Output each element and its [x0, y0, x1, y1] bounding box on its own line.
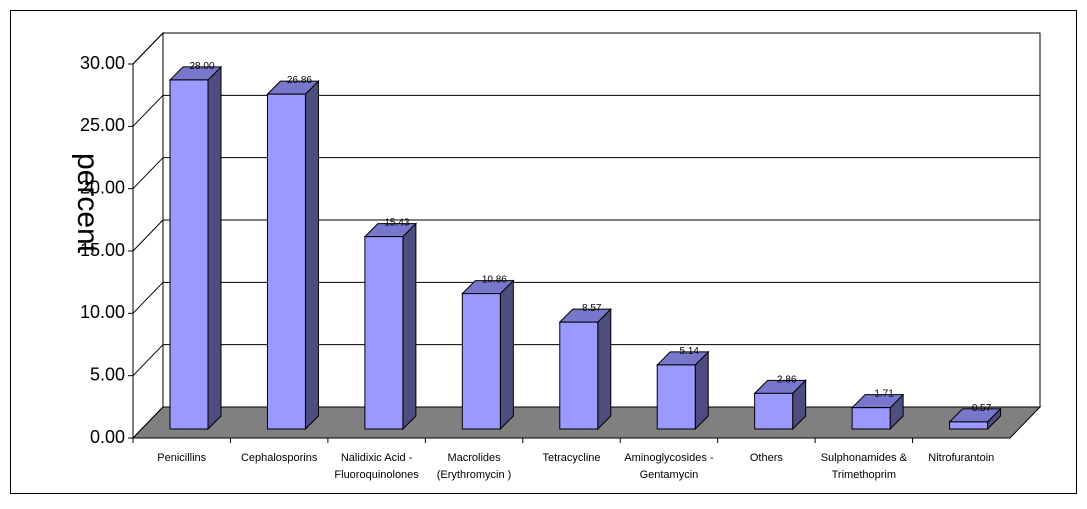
data-label: 0.57	[972, 403, 992, 414]
bar	[559, 321, 599, 430]
bar	[656, 364, 696, 430]
bar-side	[499, 279, 514, 431]
gridline-diagonal	[132, 94, 164, 127]
category-label: Cephalosporins	[241, 452, 318, 464]
category-label: Fluoroquinolones	[334, 469, 419, 481]
bar	[754, 392, 794, 430]
bar-side	[402, 222, 417, 431]
category-label: Gentamycin	[640, 469, 699, 481]
category-label: Trimethoprim	[832, 469, 896, 481]
y-tick-label: 10.00	[80, 302, 125, 322]
category-label: Others	[750, 452, 784, 464]
data-label: 2.86	[777, 374, 797, 385]
category-label: Tetracycline	[542, 452, 600, 464]
category-label: Penicillins	[157, 452, 206, 464]
data-label: 8.57	[582, 303, 602, 314]
category-label: Nalidixic Acid -	[341, 452, 413, 464]
data-label: 1.71	[874, 389, 894, 400]
category-label: Macrolides	[447, 452, 501, 464]
bar	[949, 421, 989, 430]
y-tick-label: 5.00	[90, 364, 125, 384]
bar	[364, 236, 404, 430]
data-label: 26.86	[287, 75, 312, 86]
bar-side	[207, 65, 222, 431]
y-tick-label: 20.00	[80, 177, 125, 197]
gridline-diagonal	[132, 281, 164, 314]
bar-side	[304, 79, 319, 431]
category-label: Sulphonamides &	[821, 452, 908, 464]
y-tick-label: 0.00	[90, 427, 125, 447]
data-label: 28.00	[189, 61, 214, 72]
y-axis-label: percent	[71, 153, 104, 254]
bar	[266, 93, 306, 430]
data-label: 10.86	[482, 275, 507, 286]
bar	[851, 407, 891, 430]
gridline-diagonal	[132, 219, 164, 252]
y-tick-label: 30.00	[80, 53, 125, 73]
y-tick-label: 25.00	[80, 115, 125, 135]
gridline-diagonal	[132, 32, 164, 65]
category-label: (Erythromycin )	[437, 469, 512, 481]
category-label: Aminoglycosides -	[624, 452, 714, 464]
bar	[461, 293, 501, 430]
category-label: Nitrofurantoin	[928, 452, 994, 464]
gridline-diagonal	[132, 157, 164, 190]
bar-side	[597, 307, 612, 431]
gridline-diagonal	[132, 344, 164, 377]
y-tick-label: 15.00	[80, 240, 125, 260]
bar	[169, 79, 209, 430]
data-label: 5.14	[679, 346, 699, 357]
data-label: 15.43	[384, 218, 409, 229]
